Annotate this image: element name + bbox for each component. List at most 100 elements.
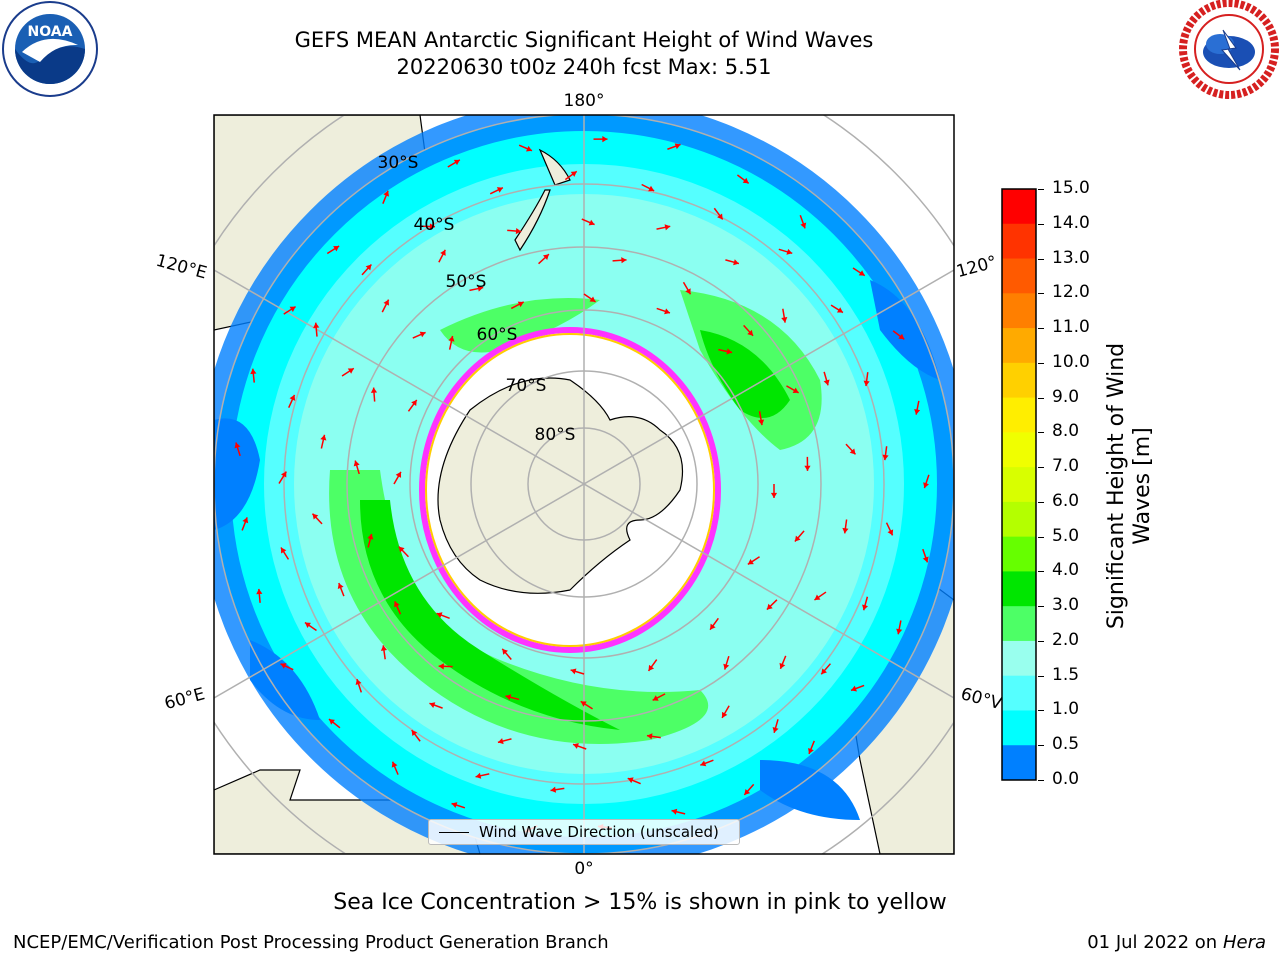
wind-arrow-head	[786, 248, 793, 255]
colorbar-tick-mark	[1038, 745, 1044, 747]
wind-arrow-head	[722, 711, 728, 718]
svg-text:NOAA: NOAA	[28, 24, 73, 40]
colorbar-tick-label: 8.0	[1052, 421, 1080, 442]
wind-arrow-head	[365, 264, 372, 271]
lon-label-60w: 60°V	[959, 684, 1005, 714]
lon-label-0: 0°	[574, 859, 593, 879]
wind-arrow-head	[411, 730, 418, 737]
wind-arrow-head	[337, 583, 344, 589]
wind-arrow-head	[383, 190, 390, 197]
antarctica-land	[437, 377, 684, 594]
wind-arrow-head	[370, 387, 378, 393]
colorbar-tick-mark	[1038, 362, 1044, 364]
wind-arrow-head	[700, 760, 707, 767]
colorbar-segment	[1002, 467, 1036, 503]
wind-arrow-head	[394, 601, 400, 608]
wind-arrow-head	[726, 348, 733, 355]
wind-arrow-head	[770, 492, 778, 498]
wind-arrow-head	[505, 694, 512, 701]
noaa-logo: NOAA	[0, 0, 104, 100]
wind-arrow-head	[717, 213, 723, 220]
wind-arrow-head	[242, 517, 249, 524]
colorbar-tick-mark	[1038, 536, 1044, 538]
colorbar-segment	[1002, 189, 1036, 225]
colorbar-segment	[1002, 501, 1036, 538]
wind-arrow-head	[589, 296, 596, 302]
wind-arrow-head	[451, 802, 458, 809]
colorbar-segment	[1002, 710, 1036, 746]
wind-arrow-head	[772, 726, 779, 733]
wind-arrow-head	[758, 419, 765, 426]
colorbar-tick-label: 5.0	[1052, 525, 1080, 546]
wind-arrow-head	[280, 547, 287, 554]
wind-arrow-head	[652, 695, 659, 701]
wind-arrow-head	[842, 527, 849, 534]
wind-arrow-head	[580, 701, 587, 707]
colorbar-tick-mark	[1038, 397, 1044, 399]
colorbar-tick-label: 3.0	[1052, 595, 1080, 616]
colorbar-segment	[1002, 571, 1036, 607]
map-frame	[213, 114, 955, 855]
wind-arrows	[234, 136, 930, 833]
wind-arrow-head	[814, 594, 821, 601]
wind-arrow-head	[671, 808, 678, 815]
wind-arrow-head	[328, 719, 335, 725]
wind-arrow-head	[355, 679, 362, 685]
colorbar-segment	[1002, 536, 1036, 572]
wind-arrow-head	[882, 454, 889, 461]
wind-arrow-head	[353, 460, 360, 467]
colorbar-segment	[1002, 293, 1036, 329]
colorbar-tick-mark	[1038, 501, 1044, 503]
colorbar-tick-label: 4.0	[1052, 560, 1080, 581]
wind-arrow-head	[395, 471, 402, 478]
wind-arrow-head	[794, 535, 801, 542]
lat-label-80s: 80°S	[535, 425, 576, 445]
wind-arrow-head	[851, 685, 857, 692]
lat-label-30s: 30°S	[378, 153, 419, 173]
wind-arrow-head	[862, 604, 869, 611]
colorbar-tick-mark	[1038, 710, 1044, 712]
wind-arrow-head	[320, 434, 327, 441]
colorbar-tick-label: 12.0	[1052, 282, 1090, 303]
wind-arrow-head	[280, 663, 287, 669]
wind-arrow-head	[781, 317, 788, 323]
wind-arrow-head	[477, 285, 484, 292]
wind-arrow-head	[792, 387, 799, 393]
colorbar	[1001, 188, 1037, 781]
wind-arrow-head	[289, 394, 296, 401]
wind-arrow-head	[685, 288, 691, 295]
wind-arrow-head	[313, 322, 320, 329]
wind-arrow-head	[570, 171, 577, 177]
wind-arrow-head	[804, 465, 811, 471]
lon-label-120w: 120°	[954, 252, 999, 282]
colorbar-tick-mark	[1038, 328, 1044, 330]
wind-arrow-head	[887, 529, 894, 536]
colorbar-tick-label: 14.0	[1052, 212, 1090, 233]
wind-arrow-head	[570, 668, 577, 675]
wind-arrow-head	[347, 368, 354, 374]
colorbar-tick-label: 2.0	[1052, 629, 1080, 650]
wind-arrow-head	[436, 612, 443, 619]
wind-arrow-head	[858, 270, 865, 276]
wind-arrow-head	[391, 761, 398, 768]
graticule	[214, 115, 954, 854]
wind-arrow-head	[766, 603, 773, 610]
wind-arrow-head	[502, 648, 508, 655]
colorbar-tick-mark	[1038, 571, 1044, 573]
colorbar-tick-label: 0.5	[1052, 734, 1080, 755]
wind-arrow-head	[333, 246, 340, 252]
wind-arrow-head	[440, 249, 446, 256]
colorbar-tick-label: 6.0	[1052, 490, 1080, 511]
wind-arrow-head	[429, 223, 435, 230]
wind-arrow-head	[573, 743, 579, 749]
wind-arrow-head	[398, 546, 405, 553]
colorbar-tick-label: 10.0	[1052, 351, 1090, 372]
wind-arrow-head	[800, 222, 807, 229]
sea-ice-note: Sea Ice Concentration > 15% is shown in …	[333, 890, 947, 915]
wind-arrow-head	[808, 747, 814, 754]
wind-arrow-head	[475, 772, 482, 779]
colorbar-tick-mark	[1038, 223, 1044, 225]
colorbar-tick-mark	[1038, 640, 1044, 642]
wind-arrow-head	[383, 299, 390, 306]
